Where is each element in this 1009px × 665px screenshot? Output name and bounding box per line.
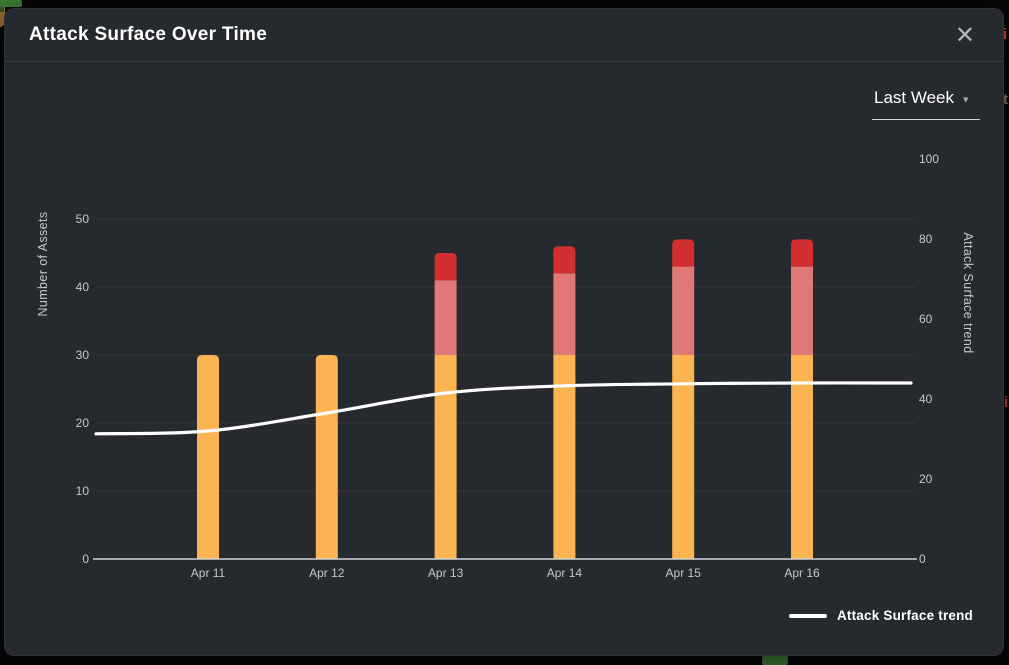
- bar-segment-assets-orange[interactable]: [553, 355, 576, 559]
- bar-segment-assets-red[interactable]: [791, 239, 813, 267]
- bar-segment-assets-salmon[interactable]: [791, 266, 813, 355]
- right-axis-title: Attack Surface trend: [961, 232, 975, 354]
- right-axis-tick-label: 0: [919, 552, 926, 566]
- x-axis-tick-label: Apr 14: [547, 566, 583, 580]
- bar-segment-assets-salmon[interactable]: [553, 273, 576, 355]
- x-axis-tick-label: Apr 11: [191, 566, 226, 580]
- x-axis-tick-label: Apr 13: [428, 566, 464, 580]
- bar-segment-assets-orange[interactable]: [315, 355, 338, 559]
- background-text-fragment: i: [1004, 394, 1009, 411]
- right-axis-tick-label: 40: [919, 392, 933, 406]
- modal-header: Attack Surface Over Time ✕: [5, 9, 1003, 62]
- bar-segment-assets-orange[interactable]: [672, 355, 695, 559]
- attack-surface-chart[interactable]: 0 10 20 30 40 50 0 20 40 60 80 100 Apr 11 Apr 12 Apr 1…: [5, 62, 1004, 656]
- time-range-value: Last Week: [874, 88, 955, 107]
- legend: Attack Surface trend: [788, 608, 973, 623]
- bar-segment-assets-salmon[interactable]: [434, 280, 457, 355]
- legend-label: Attack Surface trend: [836, 608, 973, 623]
- right-axis-tick-label: 60: [919, 312, 933, 326]
- bar-segment-assets-orange[interactable]: [434, 355, 457, 559]
- trend-line-swatch: [788, 613, 827, 618]
- left-axis-tick-label: 20: [76, 416, 90, 430]
- time-range-select[interactable]: Last Week ▾: [872, 88, 980, 120]
- trend-line: [94, 381, 913, 436]
- right-axis-tick-label: 80: [919, 232, 933, 246]
- right-axis-tick-label: 100: [919, 152, 939, 166]
- attack-surface-modal: Attack Surface Over Time ✕ Last Week ▾ 0…: [4, 8, 1004, 656]
- left-axis-tick-label: 50: [76, 212, 90, 226]
- left-axis-tick-label: 30: [76, 348, 90, 362]
- left-axis-tick-label: 0: [82, 552, 89, 566]
- background-fragment: [762, 656, 788, 665]
- left-axis-tick-label: 10: [76, 484, 90, 498]
- x-axis-tick-label: Apr 12: [309, 566, 345, 580]
- background-fragment: [0, 0, 4, 12]
- x-axis-tick-label: Apr 16: [784, 566, 820, 580]
- bar-segment-assets-red[interactable]: [434, 253, 457, 281]
- left-axis-title: Number of Assets: [36, 211, 50, 317]
- bar-segment-assets-red[interactable]: [672, 239, 695, 267]
- page-title: Attack Surface Over Time: [29, 24, 268, 45]
- x-axis-tick-label: Apr 15: [666, 566, 702, 580]
- modal-body: Last Week ▾ 0 10 20 30 40 50 0 20 40 60 80 100 Apr 1…: [5, 62, 1004, 656]
- background-fragment: [0, 0, 22, 7]
- bar-segment-assets-salmon[interactable]: [672, 266, 695, 355]
- close-icon[interactable]: ✕: [947, 19, 983, 51]
- left-axis-tick-label: 40: [76, 280, 90, 294]
- right-axis-tick-label: 20: [919, 472, 933, 486]
- bar-segment-assets-orange[interactable]: [197, 355, 219, 559]
- chevron-down-icon: ▾: [963, 93, 969, 106]
- bar-segment-assets-orange[interactable]: [791, 355, 813, 559]
- bar-segment-assets-red[interactable]: [553, 246, 576, 274]
